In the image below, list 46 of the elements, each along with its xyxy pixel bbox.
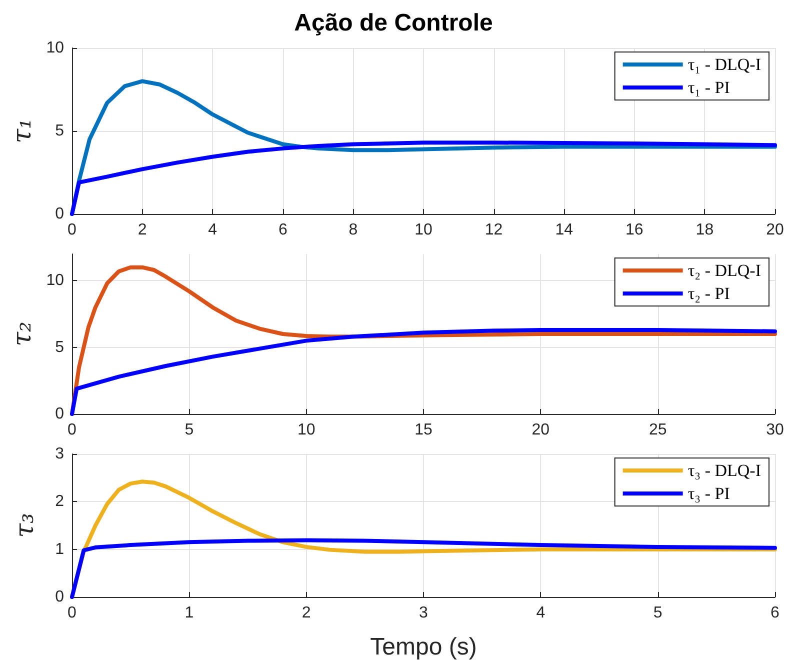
x-tick-label: 2: [138, 222, 147, 238]
x-tick-label: 2: [302, 604, 311, 622]
chart-title: Ação de Controle: [294, 10, 493, 36]
x-tick-label: 6: [770, 604, 780, 622]
y-tick-label: 1: [55, 540, 64, 558]
x-tick-label: 4: [208, 222, 218, 238]
y-tick-label: 0: [55, 206, 64, 222]
x-tick-label: 0: [68, 222, 77, 238]
x-tick-label: 0: [68, 422, 77, 438]
y-tick-label: 0: [55, 588, 64, 606]
x-tick-label: 5: [184, 422, 194, 438]
x-tick-label: 10: [297, 422, 316, 438]
legend-label: τ₃ - DLQ-I: [688, 461, 762, 480]
y-tick-label: 10: [46, 272, 64, 290]
x-tick-label: 3: [419, 604, 428, 622]
y-tick-label: 10: [46, 40, 64, 56]
y-axis-title: τ₁: [7, 118, 38, 144]
x-tick-label: 6: [278, 222, 288, 238]
legend-label: τ₁ - PI: [688, 78, 730, 97]
x-tick-label: 30: [766, 422, 784, 438]
x-tick-label: 10: [414, 222, 432, 238]
y-axis-title: τ₂: [7, 322, 38, 346]
y-axis-title: τ₃: [10, 513, 40, 538]
x-tick-label: 12: [484, 222, 503, 238]
legend-label: τ₂ - DLQ-I: [688, 261, 762, 280]
legend-label: τ₃ - PI: [688, 484, 730, 503]
x-tick-label: 14: [555, 222, 574, 238]
y-tick-label: 2: [55, 493, 64, 510]
y-tick-label: 5: [55, 122, 64, 140]
legend-label: τ₁ - DLQ-I: [688, 55, 762, 74]
x-tick-label: 25: [648, 422, 667, 438]
y-tick-label: 0: [55, 406, 64, 422]
x-tick-label: 4: [536, 604, 546, 622]
x-axis-title: Tempo (s): [370, 634, 477, 660]
x-tick-label: 18: [696, 222, 714, 238]
y-tick-label: 5: [55, 338, 64, 356]
x-tick-label: 16: [626, 222, 644, 238]
x-tick-label: 5: [653, 604, 662, 622]
legend-label: τ₂ - PI: [688, 284, 730, 303]
x-tick-label: 8: [348, 222, 358, 238]
x-tick-label: 20: [532, 422, 550, 438]
x-tick-label: 15: [414, 422, 432, 438]
y-tick-label: 3: [55, 446, 64, 462]
x-tick-label: 1: [184, 604, 194, 622]
x-tick-label: 20: [766, 222, 784, 238]
x-tick-label: 0: [68, 604, 77, 622]
